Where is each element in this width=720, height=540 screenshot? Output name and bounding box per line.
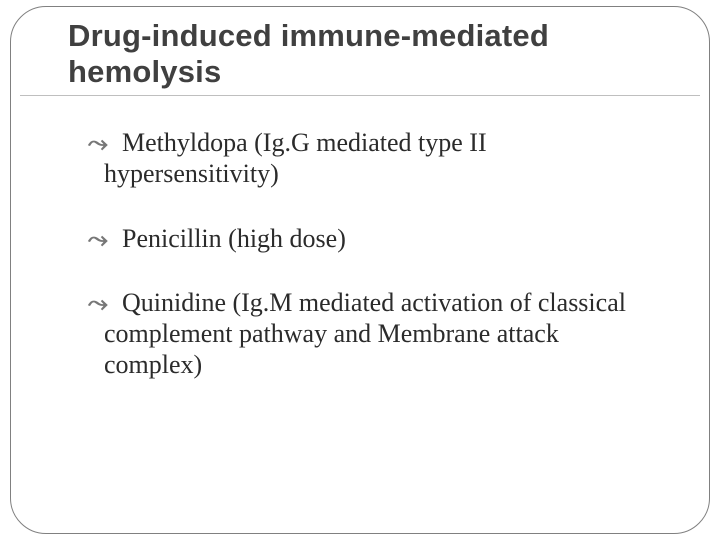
item-text-line1: Quinidine (Ig.M mediated activation of c… <box>122 288 626 317</box>
item-text-cont: complement pathway and Membrane attack c… <box>104 319 648 380</box>
list-item: ⤳ Quinidine (Ig.M mediated activation of… <box>88 288 648 380</box>
bullet-icon: ⤳ <box>88 290 99 318</box>
slide: Drug-induced immune-mediated hemolysis ⤳… <box>0 0 720 540</box>
item-text-cont: hypersensitivity) <box>104 159 648 190</box>
bullet-icon: ⤳ <box>88 130 99 158</box>
list-item: ⤳ Methyldopa (Ig.G mediated type II hype… <box>88 128 648 189</box>
slide-title: Drug-induced immune-mediated hemolysis <box>20 14 700 96</box>
bullet-icon: ⤳ <box>88 226 99 254</box>
item-text-line1: Penicillin (high dose) <box>122 224 346 253</box>
item-text-line1: Methyldopa (Ig.G mediated type II <box>122 128 487 157</box>
list-item: ⤳ Penicillin (high dose) <box>88 224 648 255</box>
slide-content: ⤳ Methyldopa (Ig.G mediated type II hype… <box>20 96 700 380</box>
